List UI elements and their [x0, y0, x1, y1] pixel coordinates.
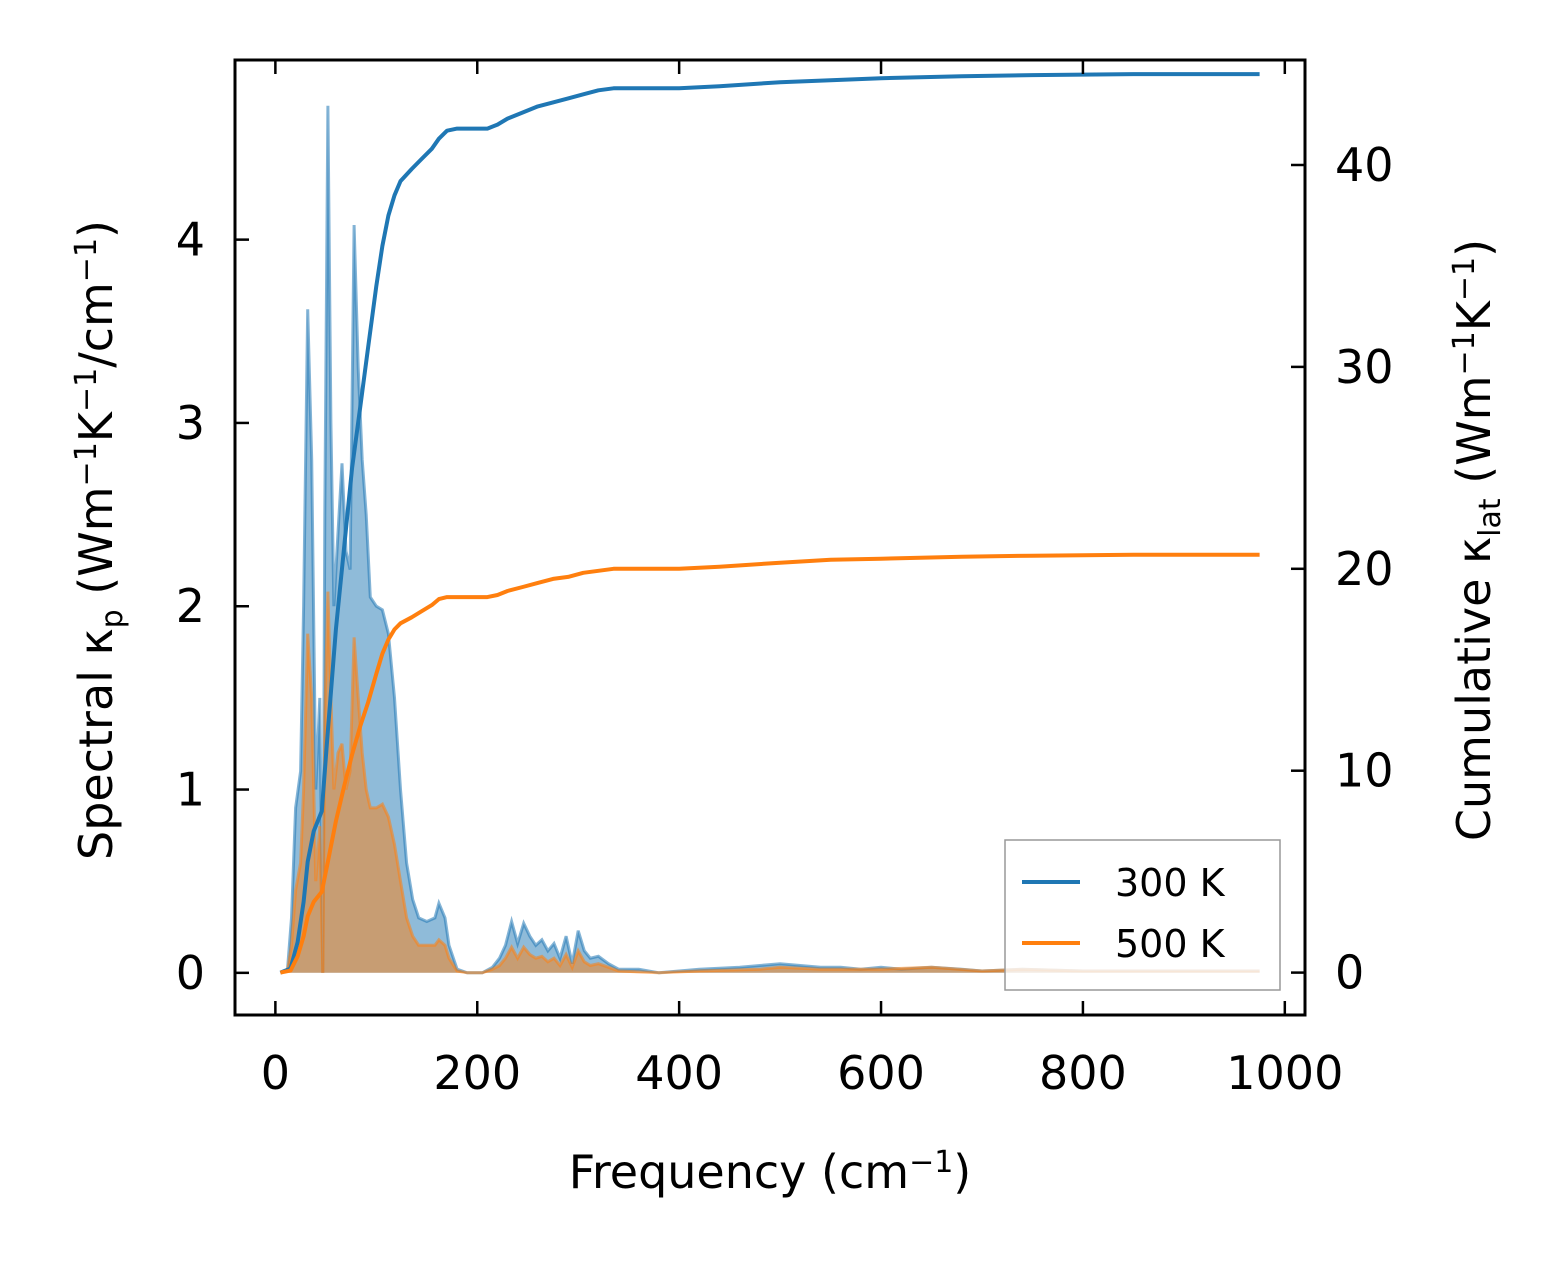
legend-box: [1004, 839, 1281, 991]
spectral-fill-areas: [279, 105, 1260, 975]
y-tick-label-right: 0: [1335, 946, 1364, 1000]
x-axis-label: Frequency (cm−1): [569, 1145, 972, 1199]
y-tick-label-right: 40: [1335, 138, 1394, 192]
y-tick-label-right: 30: [1335, 340, 1394, 394]
y-tick-label-left: 1: [176, 763, 205, 817]
legend-label-300k: 300 K: [1115, 861, 1226, 905]
y-tick-label-left: 4: [176, 213, 205, 267]
legend: 300 K 500 K: [1004, 839, 1281, 991]
x-tick-label: 800: [1039, 1046, 1127, 1100]
y-tick-label-left: 2: [176, 579, 205, 633]
cumulative-line-300k: [279, 72, 1260, 975]
spectral-area-500k: [280, 591, 1260, 973]
cumulative-lines: [279, 72, 1260, 975]
y-tick-label-left: 3: [176, 396, 205, 450]
x-tick-label: 200: [433, 1046, 521, 1100]
x-tick-label: 400: [635, 1046, 723, 1100]
spectral-outline-500k: [280, 591, 1260, 975]
x-tick-label: 0: [261, 1046, 290, 1100]
y-tick-label-left: 0: [176, 946, 205, 1000]
y-tick-label-right: 20: [1335, 542, 1394, 596]
left-y-axis-label: Spectral κp (Wm−1K−1/cm−1): [69, 220, 130, 860]
cumulative-line-500k: [280, 552, 1260, 975]
plot-frame: [233, 58, 1307, 1017]
x-tick-label: 1000: [1226, 1046, 1343, 1100]
right-y-axis-label: Cumulative κlat (Wm−1K−1): [1447, 239, 1508, 841]
x-tick-label: 600: [837, 1046, 925, 1100]
y-tick-label-right: 10: [1335, 744, 1394, 798]
legend-label-500k: 500 K: [1115, 922, 1226, 966]
